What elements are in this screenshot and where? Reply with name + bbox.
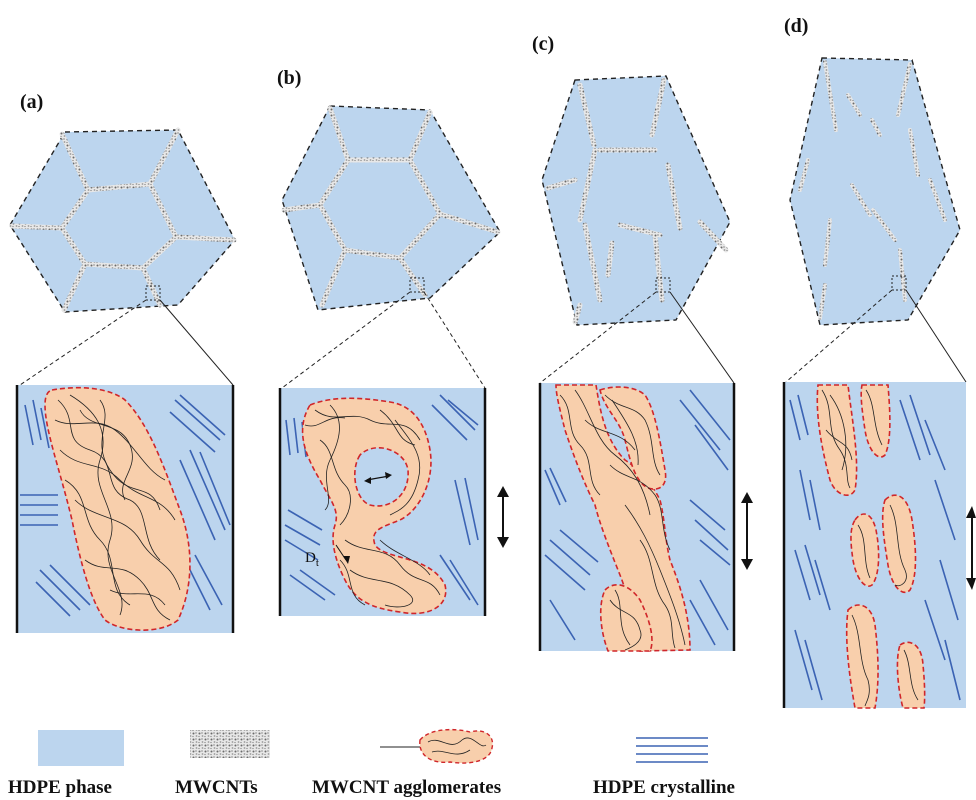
panel-b-stretch-arrow xyxy=(497,486,509,548)
panel-d-zoom-box xyxy=(891,275,907,291)
panel-c-agglomerate-main xyxy=(555,384,691,652)
panel-d-agglomerates xyxy=(816,384,926,709)
panel-c-agglomerate-lower-left xyxy=(599,584,653,652)
panel-b-mwcnt-network xyxy=(281,105,501,308)
panel-c: (c) xyxy=(532,33,753,652)
panel-c-cnt-tangle xyxy=(559,389,686,651)
panel-a-agglomerate xyxy=(44,386,191,631)
panel-a-hexagon xyxy=(9,129,236,313)
legend-label-mwcnt-agglomerates: MWCNT agglomerates xyxy=(312,777,501,798)
legend-swatch-hdpe-phase xyxy=(38,730,124,766)
panel-b-zoom-box xyxy=(409,277,425,293)
panel-d-crystalline-lamellae xyxy=(789,394,961,701)
legend: HDPE phase MWCNTs MWCNT agglomerates HDP… xyxy=(8,728,735,798)
panel-b-label: (b) xyxy=(277,67,301,89)
panel-a-zoom-box xyxy=(145,285,161,301)
panel-c-stretch-arrow xyxy=(741,492,753,570)
panel-d-label: (d) xyxy=(784,15,808,37)
legend-label-hdpe-phase: HDPE phase xyxy=(8,777,112,798)
legend-swatch-mwcnts xyxy=(190,730,270,758)
panel-b-cnt-tangle xyxy=(304,404,441,608)
panel-c-hexagon xyxy=(541,75,731,326)
panel-a-label: (a) xyxy=(20,91,43,113)
panel-d-cnt-tangle xyxy=(821,389,919,707)
legend-swatch-hdpe-crystalline xyxy=(636,737,708,763)
panel-b: (b) xyxy=(277,67,509,616)
panel-d-stretch-arrow xyxy=(966,506,976,590)
panel-c-crystalline-lamellae xyxy=(544,389,731,646)
panel-c-zoom-box xyxy=(655,277,671,293)
legend-swatch-mwcnt-agglomerates xyxy=(380,728,494,764)
panel-c-label: (c) xyxy=(532,33,554,55)
legend-label-mwcnts: MWCNTs xyxy=(175,777,258,798)
panel-b-crystalline-lamellae xyxy=(284,394,479,606)
panel-a: (a) xyxy=(9,91,237,633)
panel-b-agglomerate xyxy=(301,397,447,615)
panel-d-mwcnt-fragments xyxy=(798,60,947,320)
panel-c-agglomerate-upper-right xyxy=(599,386,667,490)
legend-label-hdpe-crystalline: HDPE crystalline xyxy=(593,777,735,798)
thickness-label: Dt xyxy=(305,550,319,569)
panel-d: (d) xyxy=(782,15,976,709)
panel-c-mwcnt-fragments xyxy=(545,77,729,325)
panel-d-hexagon xyxy=(789,57,961,326)
panel-a-mwcnt-network xyxy=(9,127,237,313)
panel-a-cnt-tangle xyxy=(54,394,181,621)
